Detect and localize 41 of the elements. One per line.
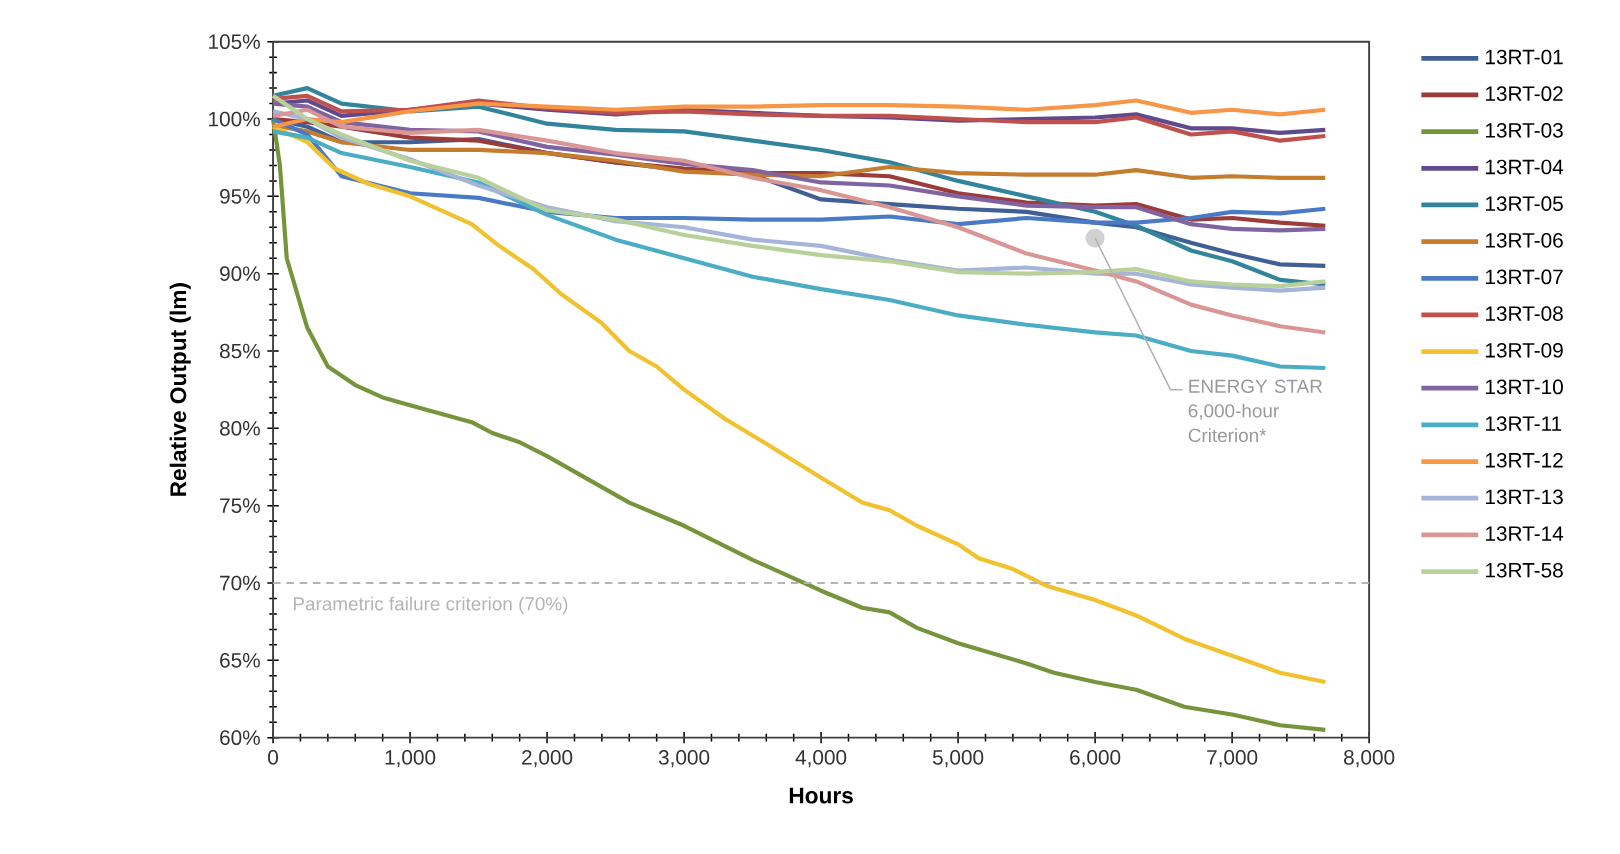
x-tick-label: 6,000 [1070,749,1121,768]
legend-label: 13RT-08 [1485,306,1563,321]
x-tick-label: 5,000 [932,749,984,768]
legend-label: 13RT-09 [1485,342,1563,358]
x-tick-label: 0 [268,749,278,765]
x-tick-label: 4,000 [795,749,847,768]
annotation: ENERGY STAR 6,000-hour Criterion* [1188,379,1323,442]
line-series [270,123,1328,180]
x-tick-label: 2,000 [522,749,573,768]
legend-label: 13RT-58 [1485,562,1563,578]
legend-label: 13RT-05 [1485,196,1563,211]
legend-label: 13RT-12 [1485,452,1563,468]
ref-line-label: Parametric failure criterion (70%) [293,596,568,615]
x-axis-title: Hours [789,787,853,804]
y-tick-label: 75% [220,498,260,513]
line-series [270,98,1328,129]
y-tick-label: 70% [220,575,260,591]
legend-label: 13RT-11 [1485,416,1562,431]
y-axis-title: Relative Output (lm) [169,282,191,496]
x-tick-label: 3,000 [658,749,710,768]
y-tick-label: 100% [209,111,260,127]
legend-label: 13RT-07 [1485,269,1563,285]
legend-label: 13RT-01 [1485,49,1563,65]
legend-label: 13RT-13 [1485,489,1563,505]
y-tick-label: 65% [220,652,260,668]
x-tick-label: 1,000 [385,749,436,768]
y-tick-label: 105% [209,34,260,49]
y-tick-label: 80% [219,420,260,436]
line-series [270,107,1328,335]
x-tick-label: 8,000 [1344,749,1395,768]
y-tick-label: 90% [220,266,260,281]
legend-label: 13RT-02 [1485,86,1563,101]
y-tick-label: 95% [220,188,260,204]
legend-label: 13RT-14 [1485,526,1564,541]
legend-label: 13RT-10 [1485,379,1563,395]
y-tick-label: 85% [219,343,260,359]
y-tick-label: 60% [220,730,260,745]
legend-label: 13RT-04 [1485,159,1564,175]
legend-label: 13RT-03 [1485,122,1563,138]
legend-label: 13RT-06 [1485,232,1563,248]
x-tick-label: 7,000 [1207,749,1258,768]
